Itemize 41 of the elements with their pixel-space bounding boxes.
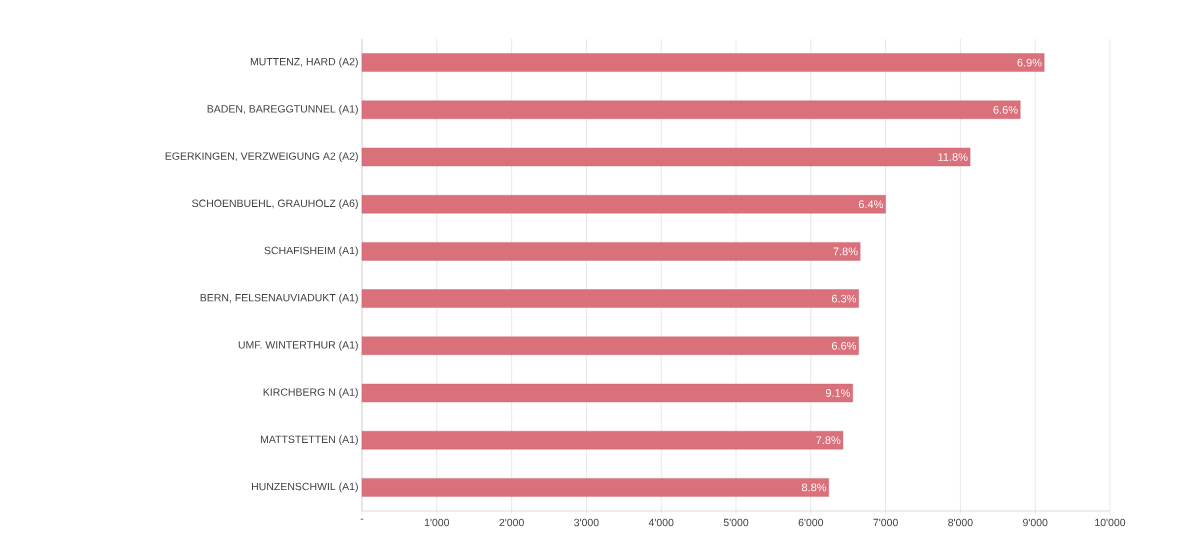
annotation: 7.8% [816, 436, 841, 445]
bar [361, 289, 859, 308]
bar [361, 100, 1021, 119]
x-tick-label: 10'000 [1095, 518, 1126, 527]
x-tick-label: 9'000 [1023, 518, 1048, 527]
y-tick-label: HUNZENSCHWIL (A1) [252, 482, 358, 493]
bar [361, 147, 971, 167]
annotation: 9.1% [825, 389, 851, 397]
annotation: 6.4% [858, 200, 884, 209]
y-tick-label: EGERKINGEN, VERZWEIGUNG A2 (A2) [165, 152, 358, 162]
y-tick-label: MATTSTETTEN (A1) [260, 435, 358, 446]
y-tick-label: KIRCHBERG N (A1) [263, 388, 358, 398]
bar [361, 242, 861, 261]
bar [361, 383, 853, 403]
x-tick-label: 2'000 [499, 518, 524, 527]
annotation: 6.9% [1017, 58, 1042, 67]
x-tick-label: 3'000 [574, 518, 599, 527]
bar [361, 53, 1045, 72]
annotation: 6.3% [831, 294, 857, 303]
y-tick-label: SCHAFISHEIM (A1) [264, 246, 358, 257]
y-tick-label: BERN, FELSENAUVIADUKT (A1) [200, 293, 358, 304]
x-tick-label: 6'000 [798, 518, 824, 527]
y-tick-label: MUTTENZ, HARD (A2) [250, 57, 358, 68]
y-tick-label: BADEN, BAREGGTUNNEL (A1) [207, 104, 358, 115]
x-tick-label: 8'000 [948, 518, 973, 527]
bar [361, 336, 859, 355]
x-tick-label: 1'000 [424, 518, 450, 527]
annotation: 6.6% [993, 105, 1018, 114]
x-tick-label: - [360, 518, 364, 520]
y-tick-label: UMF. WINTERTHUR (A1) [238, 340, 358, 351]
annotation: 6.6% [831, 341, 857, 350]
x-tick-label: 7'000 [873, 518, 898, 527]
bar [361, 194, 886, 214]
y-tick-label: SCHOENBUEHL, GRAUHOLZ (A6) [192, 199, 358, 210]
x-tick-label: 4'000 [648, 518, 674, 527]
annotation: 8.8% [801, 483, 827, 492]
annotation: 7.8% [833, 247, 858, 256]
bar [361, 430, 844, 450]
annotation: 11.8% [938, 153, 968, 161]
bar [361, 478, 829, 497]
x-tick-label: 5'000 [723, 518, 749, 527]
